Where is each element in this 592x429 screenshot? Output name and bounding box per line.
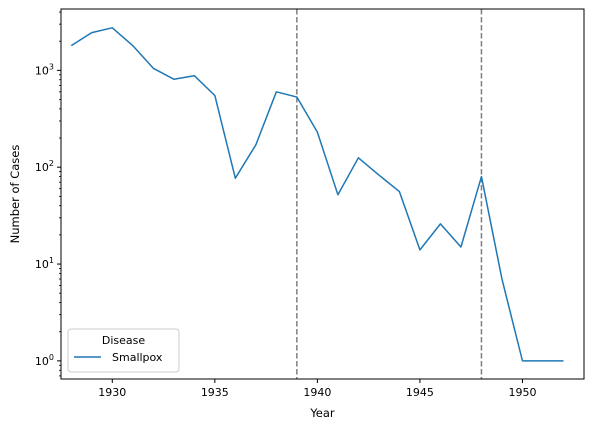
plot-background (61, 9, 584, 379)
legend-title: Disease (102, 334, 145, 347)
legend-box (67, 328, 180, 373)
x-tick-label: 1945 (406, 386, 434, 399)
x-tick-label: 1940 (303, 386, 331, 399)
y-axis: 100 101 102 103 (35, 11, 61, 377)
plot-frame (60, 8, 585, 380)
y-tick-label: 103 (35, 62, 54, 77)
x-axis: 1930 1935 1940 1945 1950 (98, 379, 536, 399)
x-tick-label: 1950 (508, 386, 536, 399)
y-tick-label: 100 (35, 353, 54, 368)
series-line-smallpox (70, 27, 564, 362)
legend-entry-label: Smallpox (112, 351, 163, 364)
legend: Disease Smallpox (67, 328, 180, 373)
x-tick-label: 1935 (201, 386, 229, 399)
reference-lines (296, 9, 483, 379)
x-axis-label: Year (309, 406, 335, 420)
y-axis-label: Number of Cases (8, 145, 22, 244)
y-tick-label: 101 (35, 256, 54, 271)
x-tick-label: 1930 (98, 386, 126, 399)
y-tick-label: 102 (35, 159, 54, 174)
series-layer (70, 27, 564, 362)
